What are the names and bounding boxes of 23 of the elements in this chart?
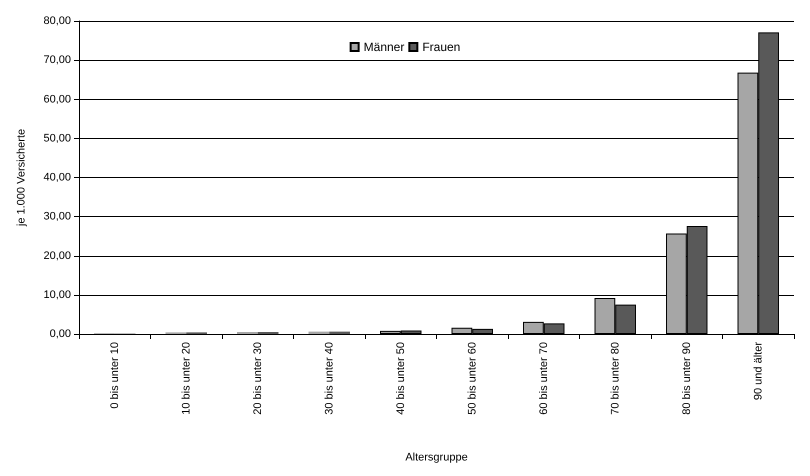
x-tick-label: 20 bis unter 30 (252, 342, 264, 415)
x-tick-label: 90 und älter (752, 342, 764, 400)
y-tick-label: 70,00 (43, 54, 71, 66)
y-tick-label: 30,00 (43, 210, 71, 223)
y-tick-label: 0,00 (50, 328, 71, 340)
y-tick-label: 10,00 (43, 288, 71, 301)
x-axis-title: Altersgruppe (405, 452, 468, 464)
x-tick-label: 0 bis unter 10 (108, 342, 121, 409)
legend-label: Frauen (422, 40, 460, 54)
x-tick-label: 30 bis unter 40 (323, 342, 336, 415)
y-tick-label: 50,00 (43, 132, 71, 144)
y-tick-label: 80,00 (43, 15, 71, 27)
x-tick-label: 40 bis unter 50 (394, 342, 407, 415)
x-tick-label: 70 bis unter 80 (609, 342, 622, 415)
y-tick-label: 40,00 (43, 172, 71, 184)
y-axis-title: je 1.000 Versicherte (16, 128, 28, 228)
x-tick-label: 50 bis unter 60 (466, 342, 478, 415)
x-tick-label: 60 bis unter 70 (538, 342, 550, 415)
x-tick-label: 80 bis unter 90 (680, 342, 693, 415)
y-tick-label: 20,00 (43, 250, 71, 262)
y-tick-label: 60,00 (43, 93, 71, 106)
x-tick-label: 10 bis unter 20 (180, 342, 192, 415)
legend-label: Männer (364, 40, 404, 54)
